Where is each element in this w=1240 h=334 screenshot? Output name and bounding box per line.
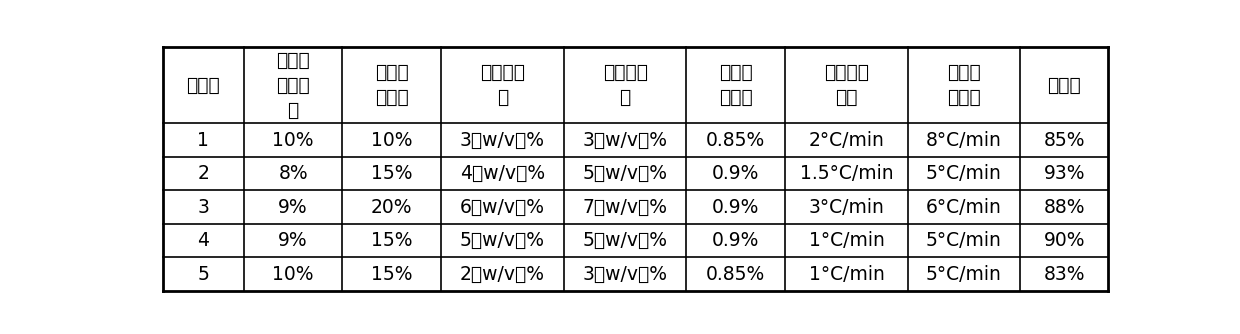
Text: 4（w/v）%: 4（w/v）% [460, 164, 546, 183]
Text: 3: 3 [197, 198, 210, 217]
Text: 3（w/v）%: 3（w/v）% [460, 131, 546, 150]
Text: 83%: 83% [1043, 265, 1085, 284]
Text: 人体血
清浓度: 人体血 清浓度 [374, 63, 409, 107]
Text: 3°C/min: 3°C/min [808, 198, 884, 217]
Text: 3（w/v）%: 3（w/v）% [583, 131, 667, 150]
Text: 生理盐
水浓度: 生理盐 水浓度 [719, 63, 753, 107]
Text: 9%: 9% [278, 231, 308, 250]
Text: 15%: 15% [371, 265, 413, 284]
Text: 6°C/min: 6°C/min [926, 198, 1002, 217]
Text: 4: 4 [197, 231, 210, 250]
Text: 0.85%: 0.85% [706, 265, 765, 284]
Text: 复活率: 复活率 [1048, 75, 1081, 95]
Text: 7（w/v）%: 7（w/v）% [583, 198, 667, 217]
Text: 2: 2 [197, 164, 210, 183]
Text: 6（w/v）%: 6（w/v）% [460, 198, 546, 217]
Text: 5: 5 [197, 265, 210, 284]
Text: 93%: 93% [1043, 164, 1085, 183]
Text: 实施例: 实施例 [186, 75, 219, 95]
Text: 5（w/v）%: 5（w/v）% [460, 231, 546, 250]
Text: 10%: 10% [273, 265, 314, 284]
Text: 0.9%: 0.9% [712, 164, 759, 183]
Text: 8°C/min: 8°C/min [926, 131, 1002, 150]
Text: 5（w/v）%: 5（w/v）% [583, 164, 667, 183]
Text: 海藻糖浓
度: 海藻糖浓 度 [480, 63, 525, 107]
Text: 1: 1 [197, 131, 210, 150]
Text: 二次降
温速率: 二次降 温速率 [947, 63, 981, 107]
Text: 5°C/min: 5°C/min [926, 265, 1002, 284]
Text: 1°C/min: 1°C/min [808, 231, 884, 250]
Text: 85%: 85% [1043, 131, 1085, 150]
Text: 0.9%: 0.9% [712, 231, 759, 250]
Text: 2°C/min: 2°C/min [808, 131, 884, 150]
Text: 15%: 15% [371, 164, 413, 183]
Text: 88%: 88% [1043, 198, 1085, 217]
Text: 二甲基
亚砜浓
度: 二甲基 亚砜浓 度 [277, 50, 310, 120]
Text: 2（w/v）%: 2（w/v）% [460, 265, 546, 284]
Text: 15%: 15% [371, 231, 413, 250]
Text: 9%: 9% [278, 198, 308, 217]
Text: 5°C/min: 5°C/min [926, 231, 1002, 250]
Text: 一次降温
速率: 一次降温 速率 [823, 63, 869, 107]
Text: 1.5°C/min: 1.5°C/min [800, 164, 893, 183]
Text: 10%: 10% [371, 131, 413, 150]
Text: 0.85%: 0.85% [706, 131, 765, 150]
Text: 0.9%: 0.9% [712, 198, 759, 217]
Text: 8%: 8% [278, 164, 308, 183]
Text: 20%: 20% [371, 198, 413, 217]
Text: 5（w/v）%: 5（w/v）% [583, 231, 667, 250]
Text: 90%: 90% [1043, 231, 1085, 250]
Text: 1°C/min: 1°C/min [808, 265, 884, 284]
Text: 葡聚糖浓
度: 葡聚糖浓 度 [603, 63, 647, 107]
Text: 10%: 10% [273, 131, 314, 150]
Text: 3（w/v）%: 3（w/v）% [583, 265, 667, 284]
Text: 5°C/min: 5°C/min [926, 164, 1002, 183]
